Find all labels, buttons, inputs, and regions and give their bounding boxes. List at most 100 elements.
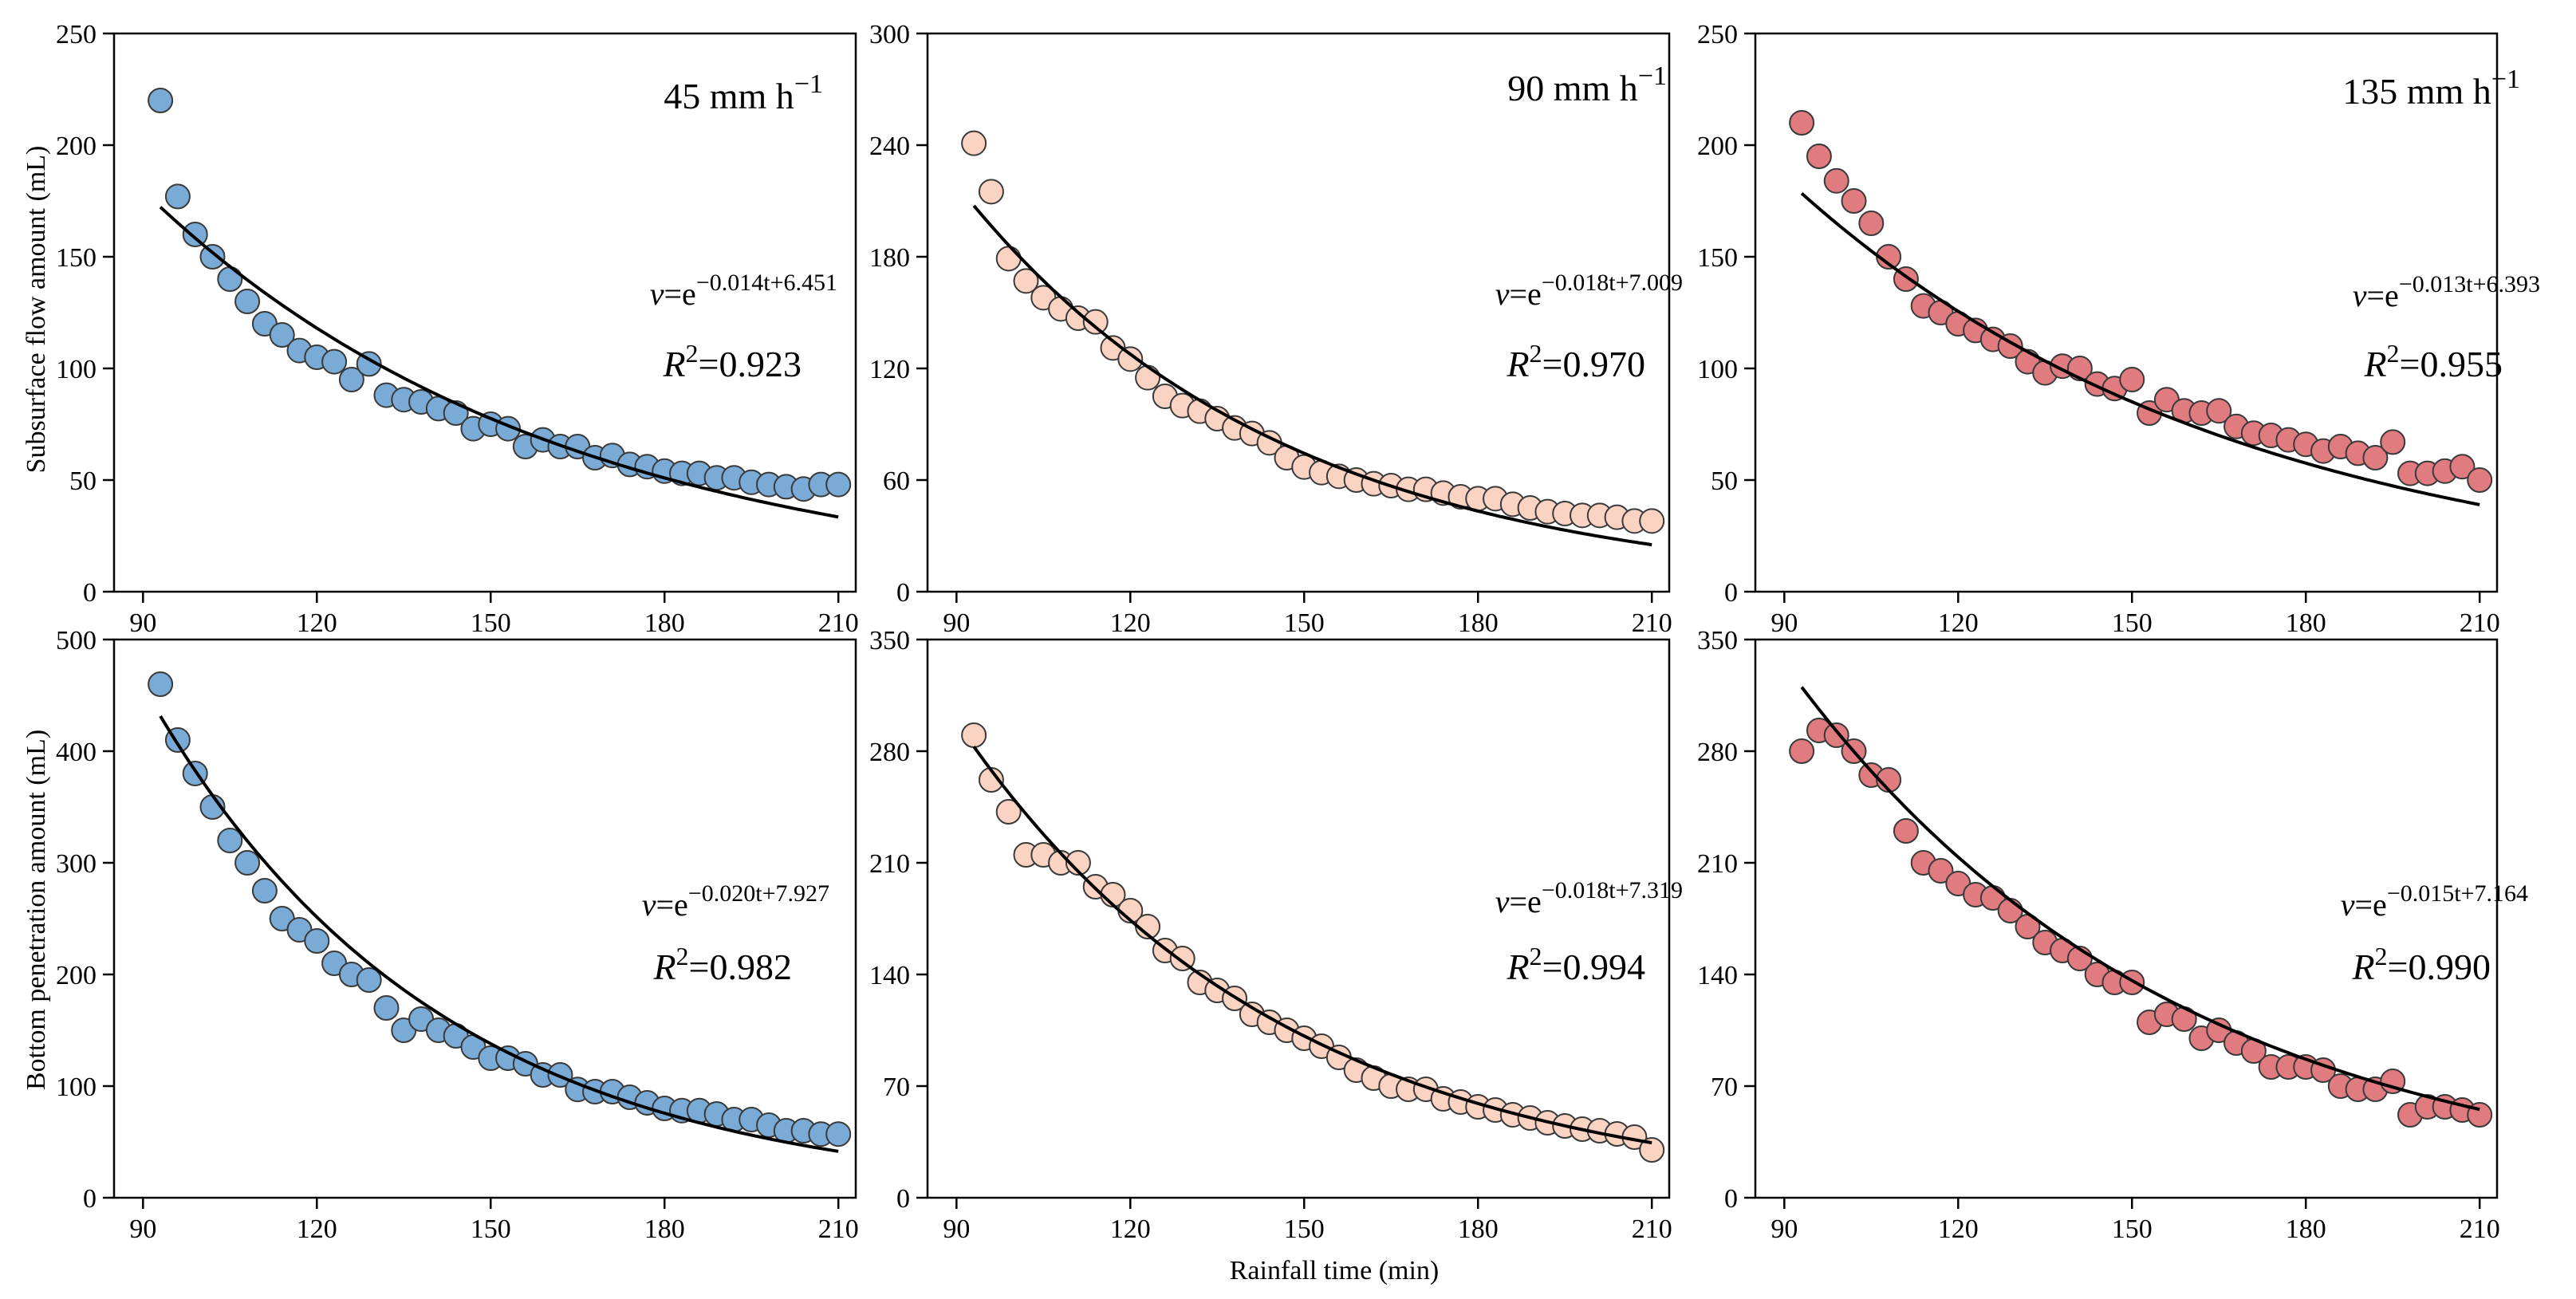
data-point: [1639, 1137, 1665, 1163]
rate-text: 45 mm h: [664, 76, 794, 116]
eq-variable: v: [642, 887, 656, 923]
data-point: [338, 367, 364, 392]
y-tick-label: 0: [83, 578, 97, 608]
data-point: [1639, 508, 1665, 534]
fit-equation: v=e−0.014t+6.451: [650, 270, 837, 312]
x-tick-label: 90: [1771, 1214, 1798, 1244]
fit-curve: [1800, 192, 2480, 506]
data-point: [1117, 346, 1144, 372]
data-point: [251, 878, 278, 903]
data-point: [995, 799, 1022, 825]
data-point: [825, 471, 852, 498]
x-tick-label: 210: [1632, 608, 1672, 638]
x-tick-label: 90: [129, 608, 156, 638]
y-tick-label: 100: [56, 355, 97, 384]
r2-symbol: R: [662, 344, 685, 384]
rate-unit-sup: −1: [794, 69, 823, 99]
panel-bottom-135: 0 70 140 210 280 350 90 120 150 180 210 v=e−0.015t+…: [1697, 626, 2528, 1244]
r-squared: R2=0.982: [652, 942, 792, 987]
x-tick-label: 150: [2112, 1214, 2153, 1244]
y-tick-label: 50: [69, 466, 97, 496]
r2-value: =0.990: [2388, 947, 2491, 987]
panel-subsurface-135: 0 50 100 150 200 250 90 120 150 180 210 135 mm h−1 v…: [1697, 20, 2540, 638]
r2-sup: 2: [2387, 339, 2400, 368]
data-point: [217, 828, 243, 853]
y-tick-label: 0: [896, 578, 910, 608]
x-tick-label: 120: [297, 1214, 337, 1244]
x-tick-label: 210: [1632, 1214, 1672, 1244]
data-point: [1013, 268, 1039, 294]
data-point: [2119, 367, 2145, 392]
data-point: [1065, 850, 1091, 876]
data-point: [995, 246, 1022, 272]
r2-value: =0.923: [699, 344, 802, 384]
data-point: [978, 179, 1004, 205]
r2-symbol: R: [2363, 344, 2386, 384]
r-squared: R2=0.994: [1506, 942, 1645, 987]
x-tick-label: 90: [943, 608, 970, 638]
y-tick-label: 100: [56, 1073, 97, 1102]
y-tick-label: 100: [1697, 355, 1738, 384]
r2-symbol: R: [1506, 947, 1529, 987]
data-point: [2362, 445, 2389, 470]
eq-variable: v: [2341, 887, 2355, 923]
eq-variable: v: [1495, 884, 1510, 919]
eq-base: =e: [656, 887, 688, 923]
data-point: [148, 671, 174, 697]
y-tick-label: 150: [1697, 243, 1738, 273]
r2-value: =0.955: [2400, 344, 2503, 384]
x-tick-label: 90: [1771, 608, 1798, 638]
x-tick-label: 150: [471, 1214, 511, 1244]
fit-curve: [159, 206, 839, 519]
panel-bottom-45: 0 100 200 300 400 500 90 120 150 180 210 v=e−0.020t…: [56, 626, 859, 1244]
x-tick-label: 210: [2460, 608, 2500, 638]
data-point: [1928, 858, 1954, 884]
fit-equation: v=e−0.018t+7.319: [1495, 877, 1683, 919]
y-tick-label: 140: [1697, 961, 1738, 990]
plot-frame: [112, 32, 857, 593]
eq-exponent: −0.013t+6.393: [2399, 271, 2540, 297]
x-tick-label: 180: [1458, 608, 1499, 638]
data-point: [2206, 398, 2232, 424]
data-point: [1082, 309, 1109, 335]
x-tick-label: 150: [471, 608, 511, 638]
rainfall-intensity-label: 90 mm h−1: [1507, 61, 1667, 108]
data-point: [199, 244, 226, 270]
x-tick-label: 180: [1458, 1214, 1499, 1244]
plot-frame: [926, 638, 1671, 1199]
r2-symbol: R: [1506, 344, 1529, 384]
y-tick-label: 0: [896, 1184, 910, 1214]
y-tick-label: 210: [1697, 849, 1738, 879]
fit-equation: v=e−0.013t+6.393: [2353, 271, 2540, 313]
x-tick-label: 210: [818, 608, 859, 638]
y-tick-label: 350: [1697, 626, 1738, 655]
data-point: [1806, 144, 1832, 169]
y-tick-label: 200: [56, 961, 97, 990]
y-tick-label: 210: [869, 849, 910, 879]
y-tick-label: 120: [869, 355, 910, 384]
r2-value: =0.970: [1542, 344, 1645, 384]
rate-unit-sup: −1: [1638, 61, 1667, 91]
y-tick-label: 300: [56, 849, 97, 879]
r2-sup: 2: [1530, 339, 1542, 368]
plot-frame: [1754, 32, 2499, 593]
data-point: [961, 722, 987, 748]
x-tick-label: 120: [1110, 1214, 1151, 1244]
data-point: [304, 928, 330, 954]
x-tick-label: 120: [297, 608, 337, 638]
y-tick-label: 300: [869, 20, 910, 49]
x-tick-label: 120: [1938, 608, 1979, 638]
data-point: [1858, 211, 1885, 236]
eq-variable: v: [650, 276, 664, 312]
x-axis-title: Rainfall time (min): [1230, 1256, 1440, 1285]
data-point: [1823, 167, 1849, 194]
y-tick-label: 180: [869, 243, 910, 273]
data-point: [2467, 467, 2493, 493]
data-point: [356, 351, 382, 377]
r2-value: =0.994: [1542, 947, 1645, 987]
x-tick-label: 90: [943, 1214, 970, 1244]
r2-sup: 2: [676, 942, 689, 970]
eq-variable: v: [2353, 278, 2367, 313]
y-tick-label: 0: [83, 1184, 97, 1214]
